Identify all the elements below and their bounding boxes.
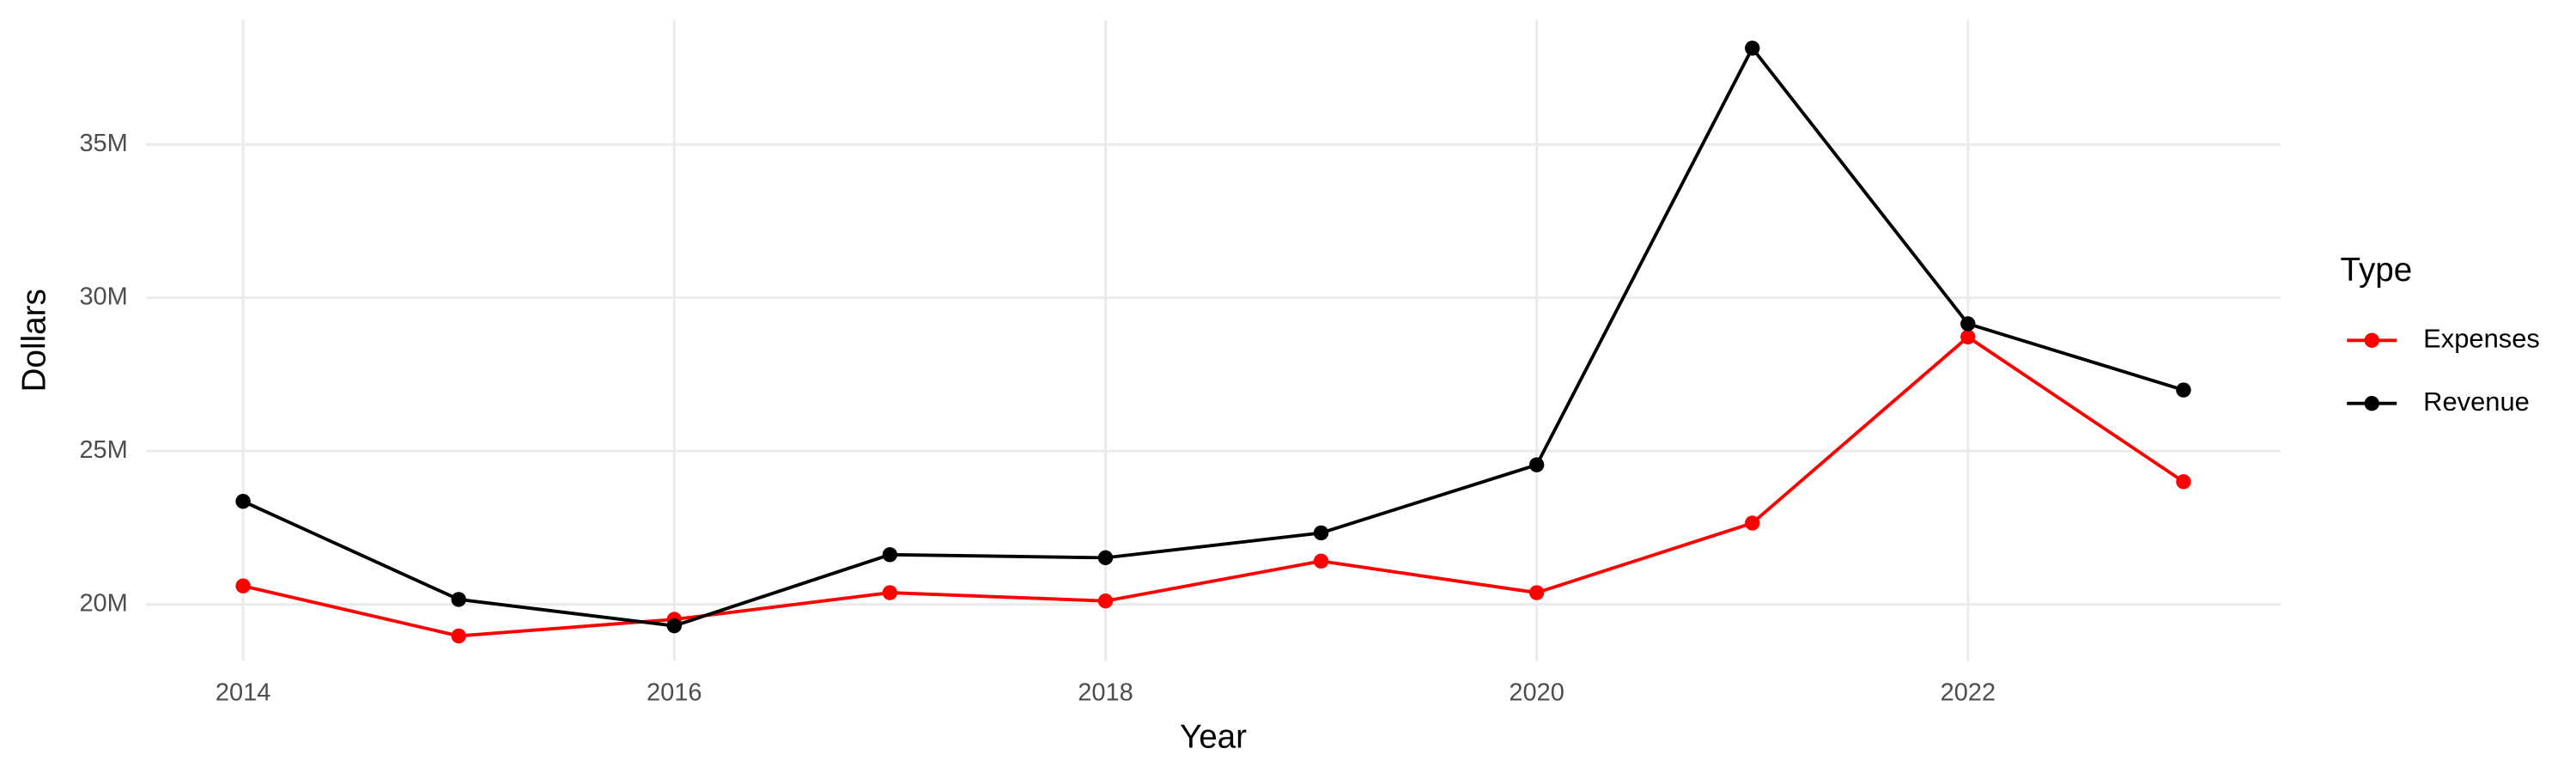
y-tick-label: 25M [79, 436, 127, 464]
data-point [1097, 593, 1114, 609]
data-point [1745, 40, 1760, 56]
series-line [242, 334, 2185, 638]
legend-swatch-point [2364, 332, 2379, 348]
series-line [242, 45, 2184, 628]
data-point [1097, 550, 1114, 566]
x-tick-label: 2020 [1509, 679, 1564, 707]
data-point [1528, 457, 1545, 472]
y-axis-title: Dollars [16, 289, 53, 392]
data-point [1960, 316, 1976, 332]
data-point [1313, 553, 1329, 569]
data-point [1960, 329, 1976, 345]
legend-label: Expenses [2423, 323, 2540, 353]
data-point [2176, 382, 2191, 398]
data-point [451, 628, 466, 644]
data-point [666, 618, 682, 634]
legend-swatch-point [2364, 396, 2379, 411]
data-point [882, 547, 898, 563]
data-point [235, 493, 251, 509]
y-tick-label: 35M [79, 130, 127, 157]
x-tick-label: 2016 [647, 679, 702, 707]
legend-label: Revenue [2423, 386, 2530, 417]
legend-title: Type [2341, 252, 2413, 289]
data-point [451, 592, 466, 607]
data-point [1528, 585, 1545, 600]
y-tick-label: 30M [79, 283, 127, 310]
data-point [1745, 515, 1760, 531]
x-tick-label: 2022 [1941, 679, 1996, 707]
data-point [1313, 525, 1329, 541]
x-tick-label: 2014 [216, 679, 270, 707]
x-axis-title: Year [1180, 718, 1247, 755]
y-tick-label: 20M [79, 589, 127, 617]
data-point [2176, 474, 2191, 490]
x-tick-label: 2018 [1078, 679, 1133, 707]
data-point [235, 578, 251, 593]
data-point [882, 585, 898, 600]
